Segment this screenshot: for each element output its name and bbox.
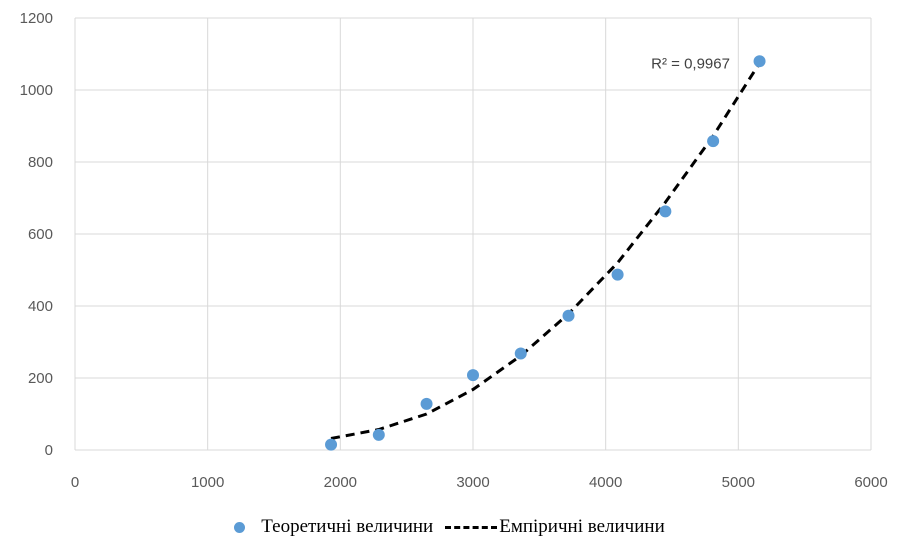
y-tick-label: 600 xyxy=(28,226,53,243)
y-tick-label: 1200 xyxy=(20,10,53,27)
x-tick-label: 3000 xyxy=(456,474,489,491)
chart: 0 1000 2000 3000 4000 5000 6000 0 200 400 600 800 1… xyxy=(20,10,888,491)
grid xyxy=(74,17,872,451)
x-tick-label: 4000 xyxy=(589,474,622,491)
scatter-point xyxy=(659,205,672,218)
trendline-series xyxy=(330,62,761,440)
x-tick-label: 2000 xyxy=(324,474,357,491)
legend-item-theoretical: Теоретичні величини xyxy=(234,516,433,538)
r-squared-annotation: R² = 0,9967 xyxy=(651,55,730,72)
scatter-point xyxy=(514,347,527,360)
scatter-point xyxy=(562,309,575,322)
x-tick-label: 6000 xyxy=(854,474,887,491)
y-tick-label: 800 xyxy=(28,154,53,171)
y-tick-labels: 0 200 400 600 800 1000 1200 xyxy=(20,10,53,459)
y-tick-label: 1000 xyxy=(20,82,53,99)
x-tick-labels: 0 1000 2000 3000 4000 5000 6000 xyxy=(71,474,888,491)
x-tick-label: 0 xyxy=(71,474,79,491)
scatter-point xyxy=(707,135,720,148)
scatter-point xyxy=(325,438,338,451)
scatter-point xyxy=(467,369,479,382)
x-tick-label: 5000 xyxy=(722,474,755,491)
scatter-point xyxy=(420,397,433,410)
legend-marker-dashed-line xyxy=(445,525,498,529)
x-tick-label: 1000 xyxy=(191,474,224,491)
y-tick-label: 0 xyxy=(45,442,53,459)
trendline-path xyxy=(330,62,761,440)
scatter-point xyxy=(611,268,624,281)
legend-label-theoretical: Теоретичні величини xyxy=(261,516,434,537)
legend-marker-dot xyxy=(234,521,246,533)
legend-item-empirical: Емпіричні величини xyxy=(445,516,665,538)
scatter-series xyxy=(325,55,766,451)
scatter-point xyxy=(753,55,766,68)
y-tick-label: 400 xyxy=(28,298,53,315)
y-tick-label: 200 xyxy=(28,370,53,387)
scatter-point xyxy=(372,428,385,441)
legend: Теоретичні величини Емпіричні величини xyxy=(0,512,899,542)
legend-label-empirical: Емпіричні величини xyxy=(499,516,665,537)
